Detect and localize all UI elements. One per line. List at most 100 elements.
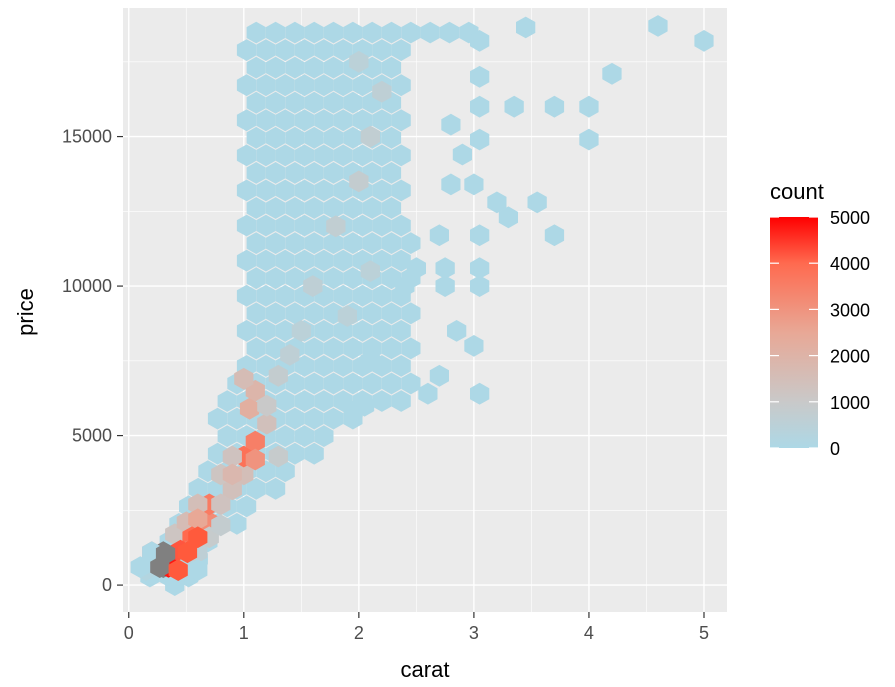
- hex-cell: [275, 74, 295, 97]
- hex-cell: [275, 320, 295, 342]
- x-axis-title: carat: [401, 657, 450, 682]
- hex-cell: [177, 541, 198, 564]
- hex-cell: [150, 556, 170, 578]
- hex-cell: [234, 367, 254, 390]
- hex-cell: [285, 372, 305, 395]
- hex-cell: [323, 91, 344, 114]
- hex-cell: [285, 56, 305, 79]
- hex-cell: [323, 372, 344, 395]
- hex-cell: [372, 320, 392, 342]
- hex-cell: [265, 197, 286, 219]
- hex-cell: [487, 191, 507, 214]
- hex-cell: [323, 56, 344, 79]
- hex-cell: [294, 425, 315, 447]
- hex-cell: [349, 50, 369, 73]
- hex-cell: [420, 21, 440, 44]
- hex-cell: [352, 144, 373, 167]
- hex-cell: [441, 173, 461, 196]
- legend-ticks: 0 1000 2000 3000 4000 5000: [770, 208, 870, 459]
- hex-cell: [188, 477, 208, 500]
- hex-cell: [343, 267, 363, 290]
- hex-cell: [236, 179, 257, 202]
- hex-cell: [256, 39, 276, 61]
- hex-cell: [372, 390, 392, 412]
- hex-cell: [268, 364, 288, 387]
- hex-cell: [333, 39, 353, 61]
- hex-cell: [333, 355, 353, 377]
- hex-cell: [337, 305, 357, 327]
- hex-cell: [343, 400, 363, 423]
- hex-cell: [429, 364, 449, 387]
- hex-cell: [285, 302, 305, 325]
- hex-cell: [498, 206, 518, 229]
- hex-cell: [391, 179, 411, 202]
- hex-cell: [372, 179, 392, 202]
- hex-cell: [188, 508, 208, 531]
- hex-cell: [256, 214, 276, 237]
- legend: count 0 1000 2000 3000 4000 5000: [770, 179, 870, 459]
- hex-cell: [602, 62, 622, 85]
- hex-cell: [352, 284, 373, 307]
- hex-cell: [323, 407, 344, 430]
- hex-cell: [257, 394, 277, 417]
- hex-cell: [246, 232, 266, 254]
- hex-cell: [544, 95, 565, 118]
- hex-cell: [470, 65, 490, 88]
- hex-cell: [323, 162, 344, 184]
- hex-cell: [275, 284, 295, 307]
- hex-cell: [246, 162, 266, 184]
- hex-cell: [314, 355, 334, 377]
- hex-cell: [470, 275, 490, 297]
- hex-cell: [333, 144, 353, 167]
- hex-cell: [333, 284, 353, 307]
- hex-cell: [470, 30, 490, 52]
- hex-cell: [470, 224, 490, 247]
- hex-cell: [343, 197, 363, 219]
- hex-cell: [304, 302, 324, 325]
- hex-cell: [372, 144, 392, 167]
- hex-cell: [381, 372, 402, 395]
- hex-cell: [314, 179, 334, 202]
- y-axis-title: price: [13, 288, 38, 336]
- hex-cell: [222, 463, 242, 486]
- hex-cell: [391, 109, 411, 132]
- hex-cell: [256, 320, 276, 342]
- legend-label: 1000: [830, 393, 870, 413]
- hex-cell: [246, 21, 266, 44]
- hex-cell: [188, 526, 208, 549]
- hex-cell: [294, 214, 315, 237]
- hex-cell: [222, 478, 242, 501]
- hex-cell: [304, 442, 324, 465]
- hex-cell: [314, 144, 334, 167]
- y-tick-label: 10000: [62, 276, 112, 296]
- hex-cell: [294, 179, 315, 202]
- hex-cell: [391, 39, 411, 61]
- hex-cell: [236, 214, 257, 237]
- hex-cell: [333, 109, 353, 132]
- hex-cell: [294, 355, 315, 377]
- hex-cell: [236, 249, 257, 272]
- hex-cell: [304, 372, 324, 395]
- hex-cell: [130, 556, 150, 578]
- hex-cell: [648, 15, 668, 37]
- hex-cell: [343, 21, 363, 44]
- hex-cell: [323, 197, 344, 219]
- hex-cell: [401, 232, 421, 254]
- hex-cell: [265, 56, 286, 79]
- hex-cell: [246, 197, 266, 219]
- hex-cell: [362, 232, 382, 254]
- hex-cell: [391, 320, 411, 342]
- hex-cell: [245, 430, 265, 453]
- hex-cell: [211, 514, 231, 537]
- hex-cell: [352, 214, 373, 237]
- x-axis: 0 1 2 3 4 5: [124, 612, 709, 643]
- hex-cell: [256, 179, 276, 202]
- hex-cell: [275, 425, 295, 447]
- hex-cell: [333, 249, 353, 272]
- hex-cell: [294, 109, 315, 132]
- hex-cell: [343, 232, 363, 254]
- hex-cell: [464, 335, 484, 357]
- hex-cell: [257, 412, 277, 435]
- hex-cell: [304, 232, 324, 254]
- hex-cell: [256, 249, 276, 272]
